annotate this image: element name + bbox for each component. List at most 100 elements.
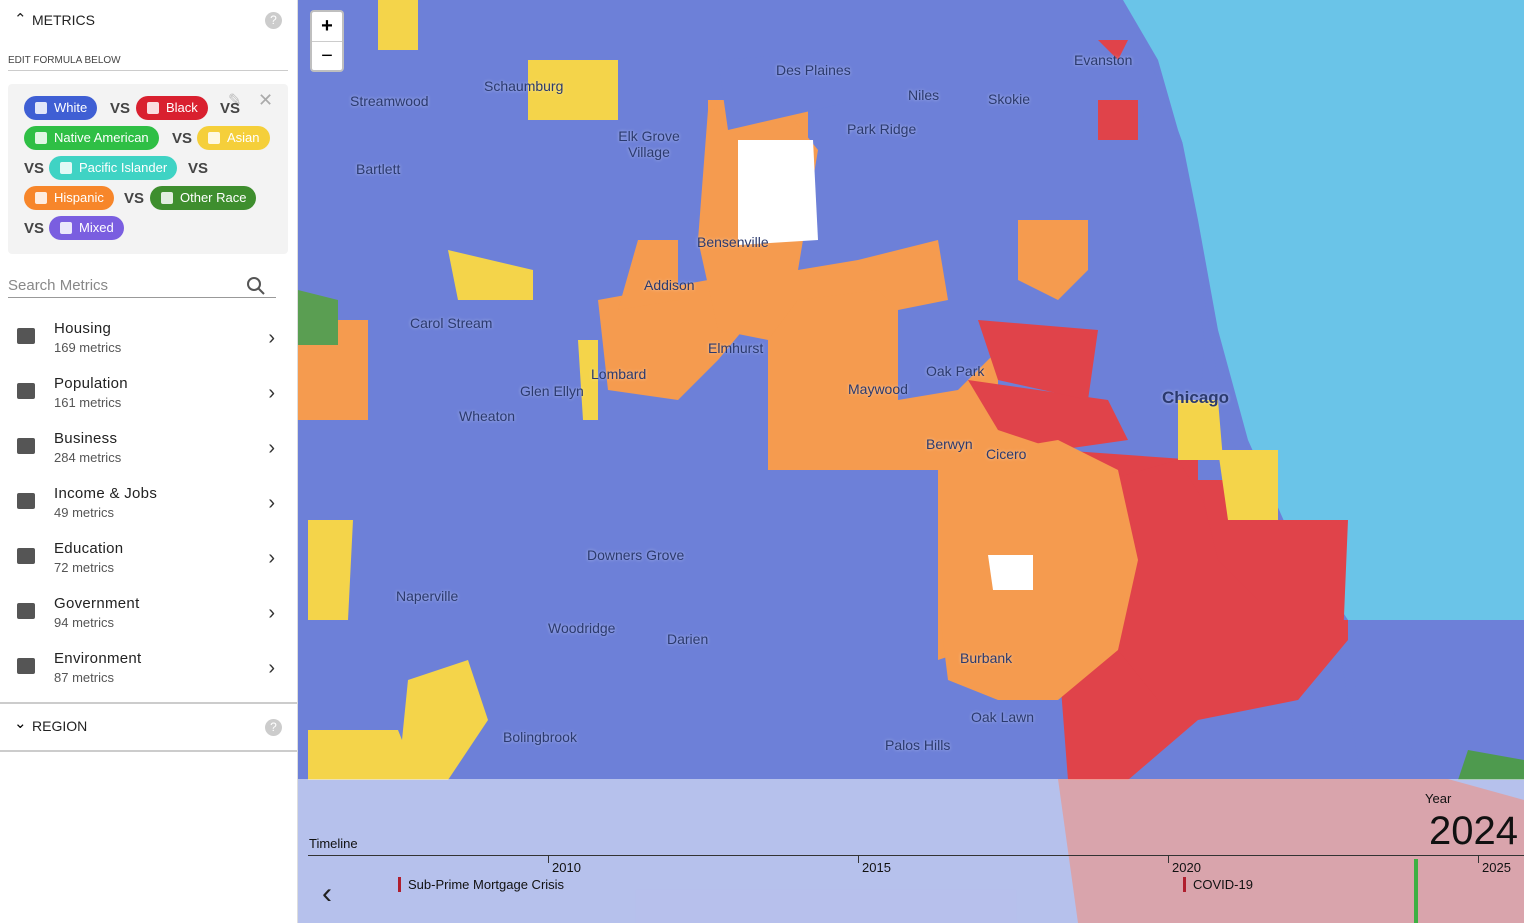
timeline-axis [308, 855, 1524, 856]
map-canvas[interactable] [298, 0, 1524, 923]
place-label: Streamwood [350, 93, 429, 109]
metric-category[interactable]: Population 161 metrics › [0, 368, 297, 423]
zoom-in[interactable]: + [312, 12, 342, 42]
event-label[interactable]: COVID-19 [1193, 877, 1253, 892]
metric-category[interactable]: Income & Jobs 49 metrics › [0, 478, 297, 533]
formula-box[interactable]: ✎ ✕ White Black Native American Asian Pacifi… [8, 84, 288, 254]
place-label: Berwyn [926, 436, 973, 452]
timeline-tick-label: 2015 [862, 860, 891, 875]
chevron-right[interactable]: › [268, 437, 275, 459]
metric-category[interactable]: Business 284 metrics › [0, 423, 297, 478]
chevron[interactable]: ⌃ [14, 11, 27, 28]
metric-category[interactable]: Education 72 metrics › [0, 533, 297, 588]
timeline-tick-label: 2025 [1482, 860, 1511, 875]
category-icon [17, 438, 35, 454]
map[interactable]: + − Des Plaines Evanston Schaumburg Streamw… [298, 0, 1524, 923]
timeline-tick [1168, 855, 1169, 863]
search-icon[interactable] [246, 276, 266, 296]
race-chip[interactable]: Other Race [150, 186, 257, 210]
category-icon [17, 328, 35, 344]
place-label: Carol Stream [410, 315, 493, 331]
category-count: 169 metrics [54, 340, 122, 355]
place-label: Oak Lawn [971, 709, 1035, 725]
metric-category[interactable]: Environment 87 metrics › [0, 643, 297, 698]
category-name: Government [54, 595, 140, 612]
year-label: Year [1425, 791, 1452, 806]
timeline-tick [548, 855, 549, 863]
category-icon [17, 493, 35, 509]
place-label: Palos Hills [885, 737, 951, 753]
chevron-right[interactable]: › [268, 657, 275, 679]
category-name: Education [54, 540, 124, 557]
place-label: Chicago [1162, 388, 1230, 407]
place-label: Lombard [591, 366, 647, 382]
race-chip[interactable]: Hispanic [24, 186, 114, 210]
category-count: 87 metrics [54, 670, 114, 685]
zoom-out[interactable]: − [321, 45, 333, 67]
race-chip[interactable]: Mixed [49, 216, 124, 240]
chevron-right[interactable]: › [268, 547, 275, 569]
place-label: Elmhurst [708, 340, 764, 356]
metrics-header[interactable]: METRICS [32, 12, 95, 28]
chevron[interactable]: ⌄ [14, 715, 27, 732]
vs-separator: VS [110, 100, 131, 117]
vs-separator: VS [124, 190, 145, 207]
metric-category[interactable]: Government 94 metrics › [0, 588, 297, 643]
category-name: Environment [54, 650, 142, 667]
place-label: Des Plaines [776, 62, 851, 78]
event-marker [1183, 877, 1186, 892]
place-label: Bolingbrook [503, 729, 577, 745]
edit-icon[interactable]: ✎ [228, 92, 242, 109]
timeline-tick-label: 2020 [1172, 860, 1201, 875]
help-icon[interactable]: ? [265, 12, 282, 29]
region-header[interactable]: REGION [32, 718, 88, 734]
place-label: Elk Grove Village [618, 128, 680, 160]
place-label: Maywood [848, 381, 908, 397]
place-label: Cicero [986, 446, 1027, 462]
place-label: Skokie [988, 91, 1031, 107]
timeline-tick-label: 2010 [552, 860, 581, 875]
place-label: Addison [644, 277, 695, 293]
close-icon[interactable]: ✕ [258, 90, 274, 110]
search-input[interactable]: Search Metrics [8, 277, 109, 294]
category-icon [17, 548, 35, 564]
race-chip[interactable]: Pacific Islander [49, 156, 178, 180]
category-count: 284 metrics [54, 450, 122, 465]
current-year: 2024 [1429, 809, 1518, 853]
zoom-control: + − [310, 10, 344, 72]
metric-category[interactable]: Housing 169 metrics › [0, 313, 297, 368]
race-chip[interactable]: Asian [197, 126, 270, 150]
place-label: Niles [908, 87, 940, 103]
chevron-right[interactable]: › [268, 382, 275, 404]
place-label: Burbank [960, 650, 1013, 666]
place-label: Woodridge [548, 620, 616, 636]
vs-separator: VS [220, 100, 241, 117]
category-name: Housing [54, 320, 112, 337]
chevron-right[interactable]: › [268, 492, 275, 514]
chevron-right[interactable]: › [268, 602, 275, 624]
event-label[interactable]: Sub-Prime Mortgage Crisis [408, 877, 565, 892]
divider [8, 70, 288, 71]
sidebar: ⌃ METRICS ? EDIT FORMULA BELOW ✎ ✕ White… [0, 0, 298, 923]
category-count: 49 metrics [54, 505, 114, 520]
region-section[interactable]: ⌄ REGION ? [0, 702, 297, 752]
vs-separator: VS [24, 160, 45, 177]
timeline-tick [858, 855, 859, 863]
vs-separator: VS [188, 160, 209, 177]
chevron-right[interactable]: › [268, 327, 275, 349]
vs-separator: VS [172, 130, 193, 147]
formula-label: EDIT FORMULA BELOW [8, 55, 121, 66]
race-chip[interactable]: Black [136, 96, 208, 120]
race-chip[interactable]: White [24, 96, 98, 120]
category-count: 94 metrics [54, 615, 114, 630]
race-chip[interactable]: Native American [24, 126, 159, 150]
place-label: Bartlett [356, 161, 401, 177]
timeline-tick [1478, 855, 1479, 863]
place-label: Park Ridge [847, 121, 917, 137]
timeline[interactable]: Timeline ‹ Year 2024 2010 2015 2020 2025 Sub… [298, 779, 1524, 923]
place-label: Bensenville [697, 234, 769, 250]
timeline-back[interactable]: ‹ [322, 877, 332, 910]
category-name: Business [54, 430, 118, 447]
help-icon[interactable]: ? [265, 719, 282, 736]
